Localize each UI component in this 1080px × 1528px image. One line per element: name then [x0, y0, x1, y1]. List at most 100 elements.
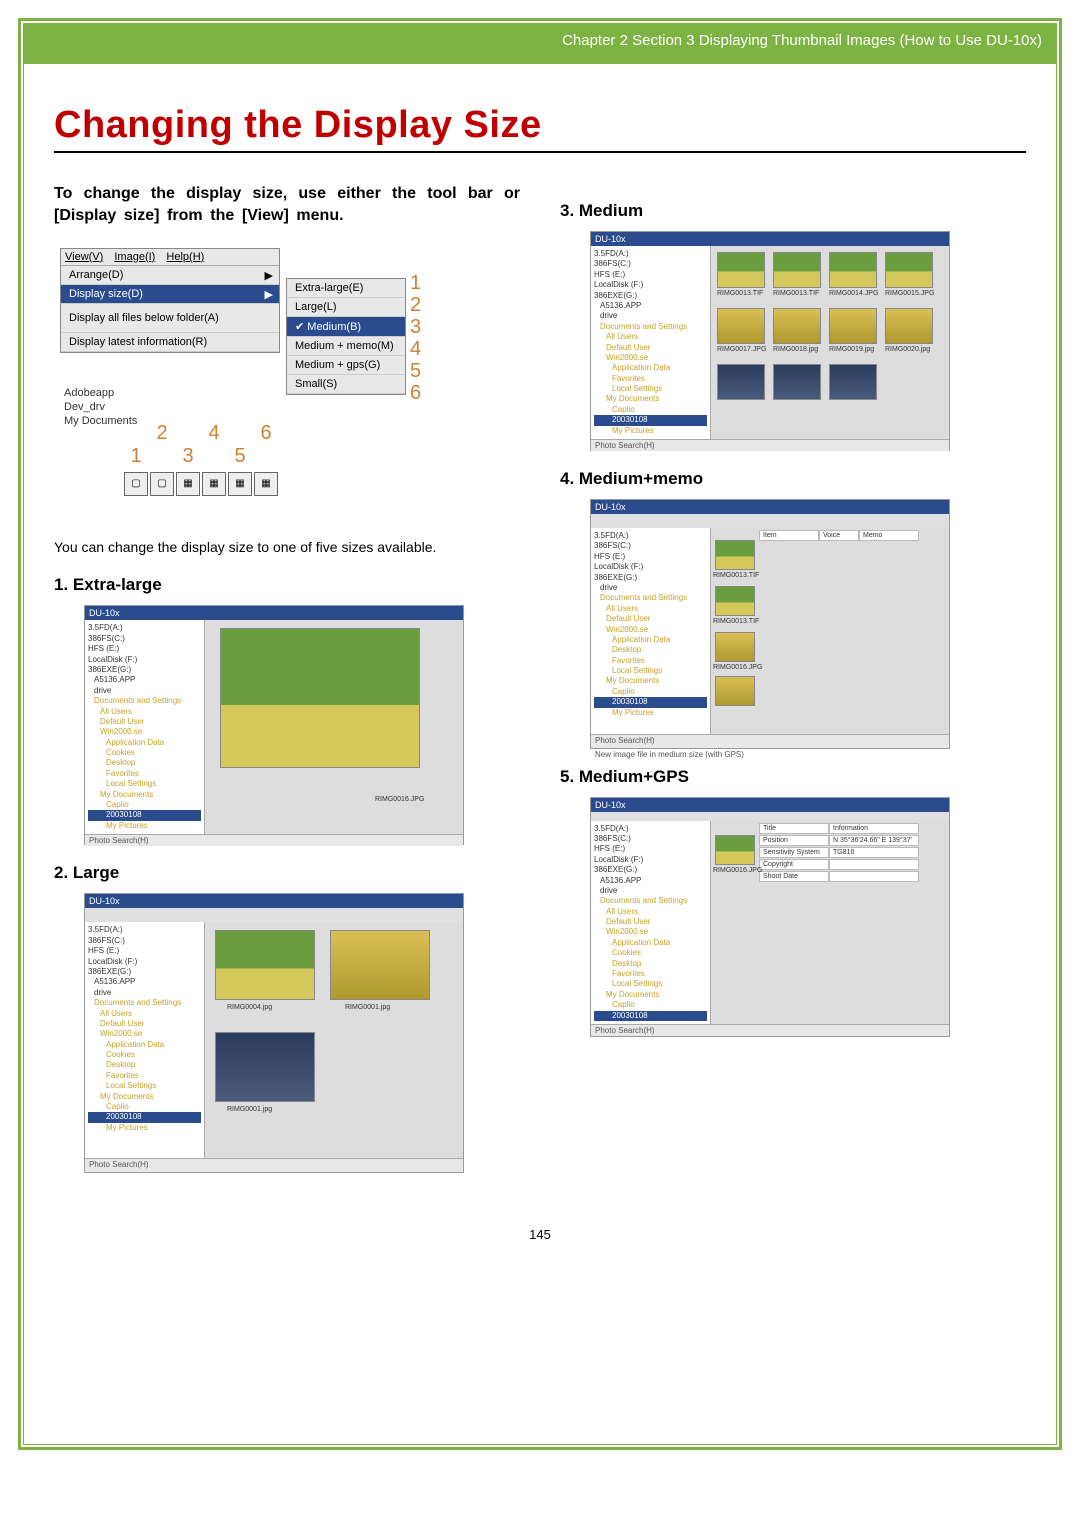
title-rule	[54, 151, 1026, 153]
menu-item-arrange: Arrange(D) ▶	[61, 266, 279, 285]
tree-item: Local Settings	[594, 666, 707, 676]
app-status: Photo Search(H)	[85, 1158, 463, 1172]
thumbnail	[220, 628, 420, 768]
tree-item: 386EXE(G:)	[88, 665, 201, 675]
gps-header: Title	[759, 823, 829, 834]
tree-item: A5136.APP	[594, 876, 707, 886]
menu-item-label: Display size(D)	[69, 288, 143, 300]
tree-item: LocalDisk (F:)	[594, 855, 707, 865]
tree-item: Favorites	[594, 374, 707, 384]
thumbnail-label: RIMG0001.jpg	[345, 1004, 390, 1011]
memo-header: Item	[759, 530, 819, 541]
tree-item: Caplio	[88, 800, 201, 810]
thumbnail-label: RIMG0013.TIF	[713, 572, 759, 579]
app-toolbar	[591, 514, 949, 528]
tree-item: Caplio	[594, 687, 707, 697]
tree-item: All Users	[88, 1009, 201, 1019]
menu-item-label: Display latest information(R)	[69, 336, 207, 348]
tree-item: Win2000.se	[594, 927, 707, 937]
app-titlebar: DU-10x	[591, 798, 949, 812]
gps-header: Information	[829, 823, 919, 834]
thumbnail-label: RIMG0019.jpg	[829, 346, 874, 353]
figure-medium-memo: DU-10x 3.5FD(A:) 386FS(C:) HFS (E:) Loca…	[590, 499, 950, 749]
submenu-arrow-icon: ▶	[265, 288, 273, 301]
tree-item: Caplio	[594, 1000, 707, 1010]
tree-item: Desktop	[594, 959, 707, 969]
tree-item: Desktop	[88, 758, 201, 768]
tree-item: My Documents	[594, 676, 707, 686]
tree-item: drive	[88, 686, 201, 696]
thumbnail	[829, 364, 877, 400]
menu-item-label: Display all files below folder(A)	[69, 312, 219, 324]
callout-number: 4	[202, 422, 226, 445]
tree-item: Caplio	[88, 1102, 201, 1112]
tree-item-selected: 20030108	[88, 1112, 201, 1122]
app-tree: 3.5FD(A:) 386FS(C:) HFS (E:) LocalDisk (…	[85, 922, 205, 1158]
tree-item: My Pictures	[88, 821, 201, 831]
tree-item: All Users	[594, 907, 707, 917]
thumbnail-label: RIMG0016.JPG	[713, 867, 762, 874]
tree-item: Default User	[88, 717, 201, 727]
callout-number: 1	[410, 272, 421, 294]
menu-item-label: Arrange(D)	[69, 269, 123, 281]
tree-item: Default User	[594, 614, 707, 624]
thumbnail-label: RIMG0016.JPG	[713, 664, 762, 671]
callout-number: 2	[150, 422, 174, 445]
right-column: 3. Medium DU-10x 3.5FD(A:) 386FS(C:) HFS…	[560, 183, 1026, 1187]
submenu-extralarge: Extra-large(E)	[287, 279, 405, 298]
tree-item: HFS (E:)	[594, 844, 707, 854]
thumbnail	[215, 1032, 315, 1102]
gps-row-value: TG810	[829, 847, 919, 858]
tree-item: Application Data	[594, 363, 707, 373]
tree-item: Application Data	[88, 1040, 201, 1050]
app-titlebar: DU-10x	[85, 894, 463, 908]
tree-item: 386FS(C:)	[594, 541, 707, 551]
tree-item: My Documents	[594, 394, 707, 404]
thumbnail-label: RIMG0001.jpg	[227, 1106, 272, 1113]
figure-extra-large: DU-10x 3.5FD(A:) 386FS(C:) HFS (E:) Loca…	[84, 605, 464, 845]
thumbnail	[715, 586, 755, 616]
thumbnail-label: RIMG0014.JPG	[829, 290, 878, 297]
app-titlebar: DU-10x	[85, 606, 463, 620]
callout-number: 4	[410, 338, 421, 360]
tree-item: Documents and Settings	[594, 593, 707, 603]
callout-number: 5	[410, 360, 421, 382]
submenu-small: Small(S)	[287, 375, 405, 394]
tree-item: Caplio	[594, 405, 707, 415]
size-icon: ▦	[254, 472, 278, 496]
app-tree: 3.5FD(A:) 386FS(C:) HFS (E:) LocalDisk (…	[591, 528, 711, 734]
app-main-gps: Title Information Position N 35°36'24.66…	[711, 821, 949, 1024]
app-tree: 3.5FD(A:) 386FS(C:) HFS (E:) LocalDisk (…	[591, 246, 711, 439]
section-3-heading: 3. Medium	[560, 201, 1026, 221]
thumbnail	[215, 930, 315, 1000]
tree-item-selected: 20030108	[88, 810, 201, 820]
tree-item: Cookies	[88, 1050, 201, 1060]
tree-item: LocalDisk (F:)	[594, 280, 707, 290]
callout-number: 2	[410, 294, 421, 316]
app-main-extra-large: RIMG0016.JPG	[205, 620, 463, 834]
tree-item: All Users	[88, 707, 201, 717]
tree-item: 386EXE(G:)	[88, 967, 201, 977]
app-status: Photo Search(H)	[591, 1024, 949, 1036]
section-2-heading: 2. Large	[54, 863, 520, 883]
menubar-view: View(V)	[65, 251, 103, 263]
callout-number: 1	[124, 445, 148, 468]
thumbnail-label: RIMG0017.JPG	[717, 346, 766, 353]
thumbnail	[717, 364, 765, 400]
tree-item: A5136.APP	[88, 675, 201, 685]
submenu-label: Medium(B)	[307, 321, 361, 333]
app-main-memo: Item Voice Memo RIMG0013.TIF RIMG0013.TI…	[711, 528, 949, 734]
tree-item: All Users	[594, 604, 707, 614]
page-title: Changing the Display Size	[54, 104, 1026, 147]
thumbnail-label: RIMG0016.JPG	[375, 796, 424, 803]
section-1-heading: 1. Extra-large	[54, 575, 520, 595]
tree-item: Application Data	[594, 635, 707, 645]
page-number: 145	[54, 1227, 1026, 1242]
gps-row-value: N 35°36'24.66" E 139°37'	[829, 835, 919, 846]
app-main-large: RIMG0004.jpg RIMG0001.jpg RIMG0001.jpg	[205, 922, 463, 1158]
tree-item: All Users	[594, 332, 707, 342]
thumbnail	[715, 835, 755, 865]
callout-number: 3	[176, 445, 200, 468]
menubar: View(V) Image(I) Help(H)	[61, 249, 279, 266]
tree-item: HFS (E:)	[594, 552, 707, 562]
